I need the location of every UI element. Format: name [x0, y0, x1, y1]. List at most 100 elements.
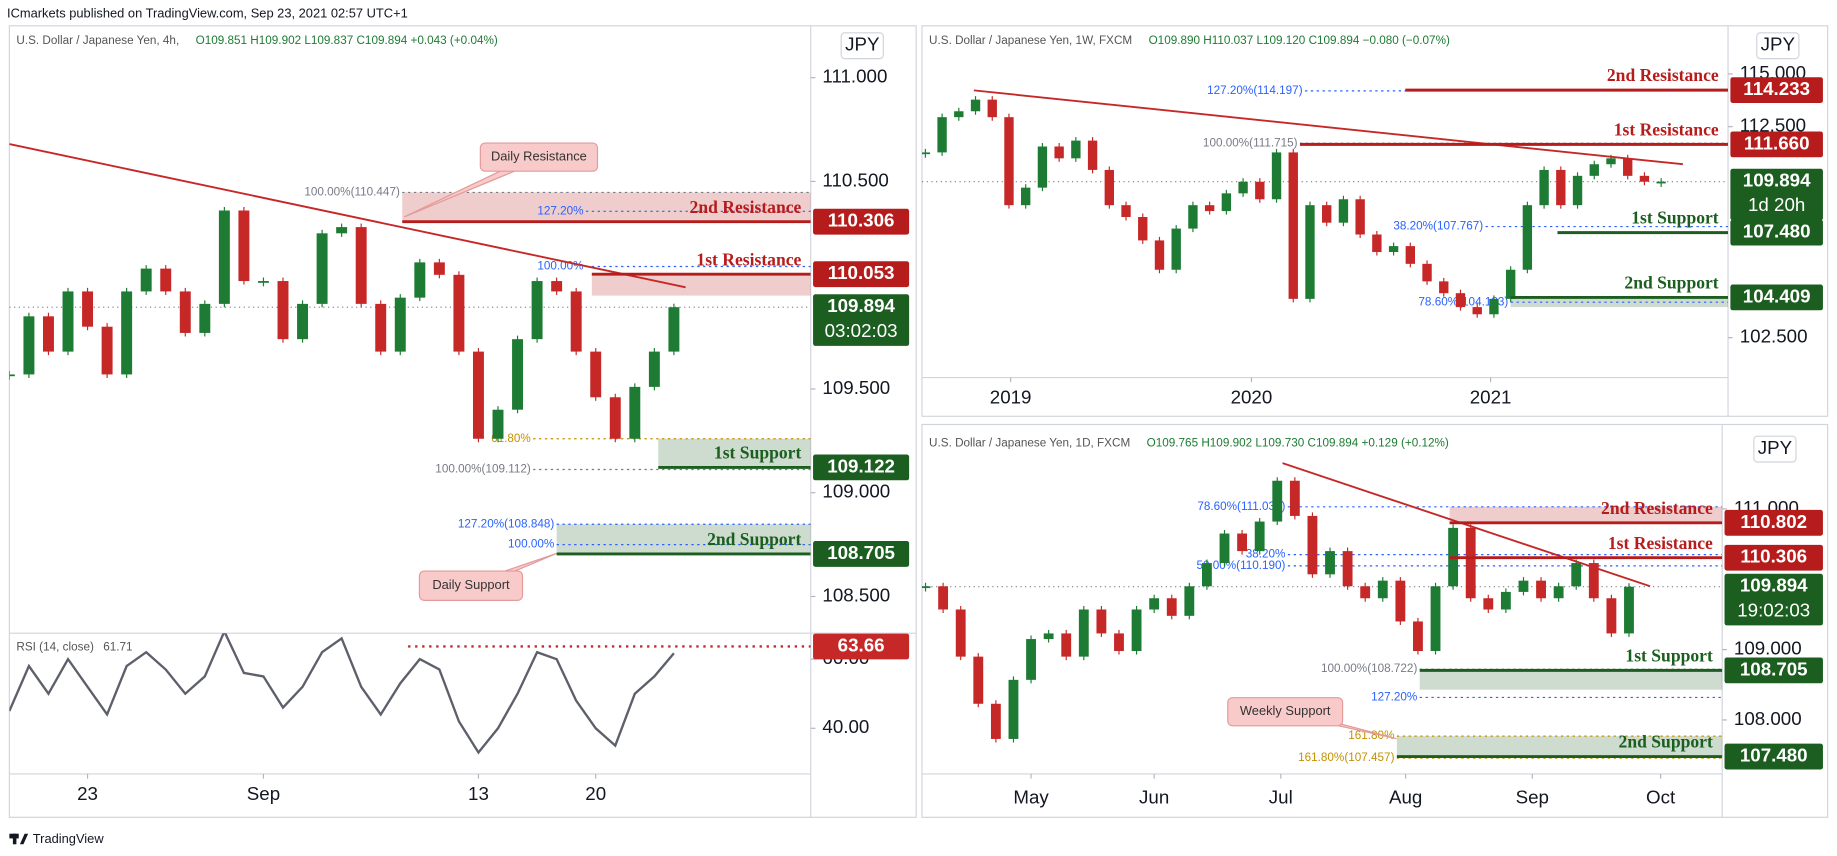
last-price: 109.894: [827, 295, 895, 316]
candle: [551, 281, 563, 292]
x-tick-label: 13: [468, 783, 489, 804]
plot-area: 127.20%(114.197) 100.00%(111.715) 38.20%(1…: [922, 84, 1729, 318]
candle: [1606, 598, 1617, 634]
candle: [1413, 621, 1423, 652]
candle: [1536, 580, 1546, 599]
candle: [1071, 140, 1081, 159]
candle: [1553, 586, 1564, 599]
candle: [42, 316, 54, 352]
level-price-box: [813, 541, 910, 567]
level-zone: [1510, 297, 1729, 308]
candle: [1288, 152, 1298, 299]
x-tick-label: 2020: [1231, 387, 1273, 408]
level-name: 1st Support: [714, 443, 802, 463]
fib-label: 161.80%(107.457): [1298, 751, 1394, 764]
candle: [160, 268, 172, 292]
ohlc-readout: O109.765 H109.902 L109.730 C109.894 +0.1…: [1147, 436, 1449, 449]
candle: [316, 233, 328, 304]
x-tick-label: Jun: [1139, 786, 1169, 807]
x-tick-label: Sep: [247, 783, 280, 804]
callout-text: Weekly Support: [1240, 703, 1331, 718]
level-price-box: [1724, 743, 1823, 770]
candle: [1489, 298, 1499, 315]
candle: [938, 586, 949, 610]
ohlc-readout: O109.890 H110.037 L109.120 C109.894 −0.0…: [1149, 34, 1450, 47]
candle: [1154, 240, 1165, 270]
candle: [1624, 586, 1634, 634]
fib-label: 100.00%(108.722): [1321, 662, 1417, 675]
candle: [1149, 598, 1160, 610]
level-zone: [556, 524, 811, 554]
candle: [179, 291, 191, 333]
candle: [570, 291, 582, 352]
candle: [101, 326, 113, 375]
candle: [9, 374, 15, 377]
y-tick-label: 109.500: [822, 377, 890, 398]
candle: [1096, 609, 1107, 634]
candle: [1289, 480, 1300, 516]
candle: [1184, 586, 1195, 616]
countdown: 1d 20h: [1748, 194, 1805, 215]
y-tick-label: 108.500: [822, 584, 890, 605]
candle: [1008, 679, 1019, 739]
last-price-box: [1724, 573, 1823, 626]
fib-label: 127.20%: [1371, 691, 1417, 704]
fib-label: 100.00%(111.715): [1203, 136, 1298, 149]
candle: [1238, 181, 1248, 194]
candle: [1656, 181, 1666, 184]
fib-label: 78.60%(111.030): [1197, 500, 1285, 513]
x-tick-label: 20: [585, 783, 606, 804]
candle: [609, 397, 621, 439]
candle: [414, 262, 426, 298]
x-tick-label: 2021: [1470, 387, 1512, 408]
candle: [1388, 246, 1399, 253]
fib-label: 100.00%(109.112): [435, 463, 531, 476]
candle: [512, 339, 524, 410]
level-name: 1st Resistance: [696, 249, 801, 269]
candle: [1204, 205, 1215, 212]
candle: [1078, 609, 1089, 657]
callout-text: Daily Support: [432, 577, 510, 592]
candle: [121, 291, 133, 375]
candle: [937, 117, 947, 153]
y-tick-label: 112.500: [1740, 115, 1806, 136]
rsi-level-box: [813, 633, 910, 660]
candle: [1054, 146, 1064, 159]
trendline: [973, 89, 1683, 166]
candle: [987, 99, 997, 118]
level-price: 110.306: [1740, 546, 1807, 567]
rsi-line: [9, 633, 675, 755]
candle: [1623, 158, 1633, 176]
candle: [954, 111, 964, 118]
level-name: 1st Resistance: [1608, 533, 1713, 553]
level-price: 111.660: [1744, 132, 1810, 153]
level-price-box: [1730, 284, 1823, 311]
fib-label: 127.20%(114.197): [1207, 84, 1303, 97]
candle: [82, 291, 94, 327]
candle: [394, 297, 406, 352]
candle: [199, 303, 211, 333]
level-name: 1st Support: [1631, 208, 1719, 228]
fib-label: 161.80%: [1348, 729, 1394, 742]
candle: [1322, 205, 1332, 223]
chart-title: U.S. Dollar / Japanese Yen, 1D, FXCM: [929, 436, 1130, 449]
fib-label: 100.00%: [508, 538, 554, 551]
banner: ICmarkets published on TradingView.com, …: [7, 5, 408, 20]
candle: [472, 351, 484, 439]
candle: [1188, 205, 1198, 229]
rsi-label: RSI (14, close): [16, 640, 94, 653]
x-tick-label: Oct: [1646, 786, 1676, 807]
candle: [1271, 152, 1282, 200]
candle: [355, 227, 367, 304]
candle: [1171, 228, 1181, 270]
currency: JPY: [1761, 34, 1796, 55]
level-price-box: [1730, 131, 1823, 158]
chart-title: U.S. Dollar / Japanese Yen, 1W, FXCM: [929, 34, 1132, 47]
y-tick-label: 111.000: [822, 66, 887, 87]
candle: [336, 227, 348, 234]
callout-box: [418, 570, 524, 601]
callout-box: [1227, 697, 1344, 727]
level-name: 1st Resistance: [1614, 120, 1719, 140]
